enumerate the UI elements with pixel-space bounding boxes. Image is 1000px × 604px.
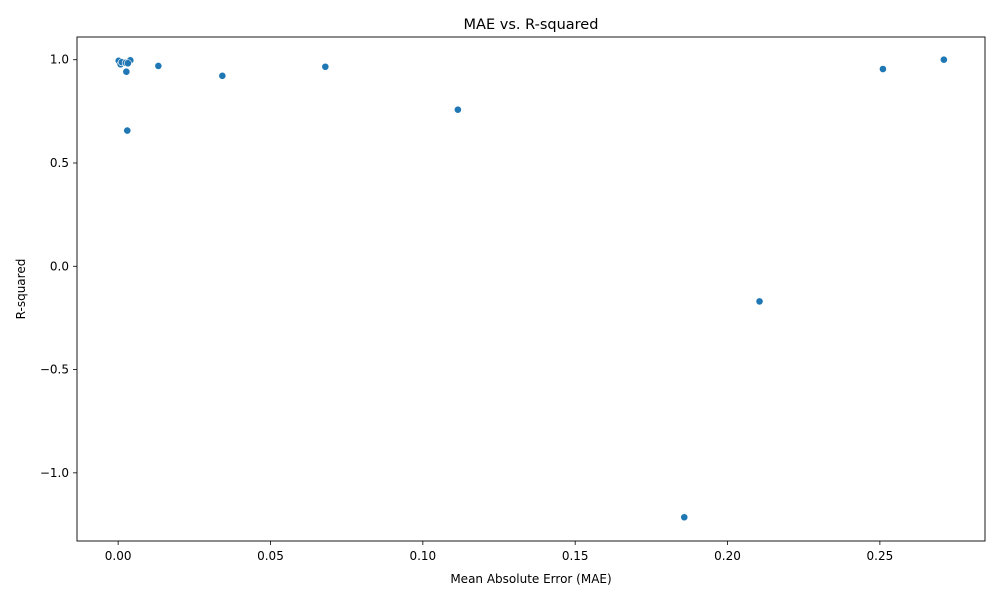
x-tick-label: 0.20 (714, 549, 741, 563)
y-tick-label: 1.0 (50, 53, 69, 67)
data-point (321, 62, 330, 71)
data-point (123, 126, 132, 135)
x-tick-label: 0.00 (105, 549, 132, 563)
data-point (879, 65, 887, 73)
data-point (154, 62, 163, 70)
data-point (218, 71, 227, 80)
x-tick-label: 0.25 (867, 549, 894, 563)
data-point (123, 59, 132, 68)
x-axis-label: Mean Absolute Error (MAE) (450, 572, 611, 586)
x-tick-label: 0.05 (257, 549, 284, 563)
data-point (680, 513, 689, 522)
x-axis-ticks: 0.00 0.05 0.10 0.15 0.20 0.25 (105, 541, 893, 563)
y-axis-ticks: 1.0 0.5 0.0 −0.5 −1.0 (40, 53, 77, 480)
data-point (453, 105, 462, 114)
data-point (122, 67, 131, 76)
data-point (755, 297, 764, 306)
data-points (114, 55, 948, 522)
y-tick-label: −1.0 (40, 466, 69, 480)
y-tick-label: 0.5 (50, 156, 69, 170)
plot-frame (76, 36, 986, 542)
y-axis-label: R-squared (14, 259, 28, 320)
chart-title: MAE vs. R-squared (464, 17, 599, 33)
y-tick-label: 0.0 (50, 259, 69, 273)
x-tick-label: 0.10 (409, 549, 436, 563)
x-tick-label: 0.15 (562, 549, 589, 563)
y-tick-label: −0.5 (40, 363, 69, 377)
data-point (939, 55, 948, 64)
